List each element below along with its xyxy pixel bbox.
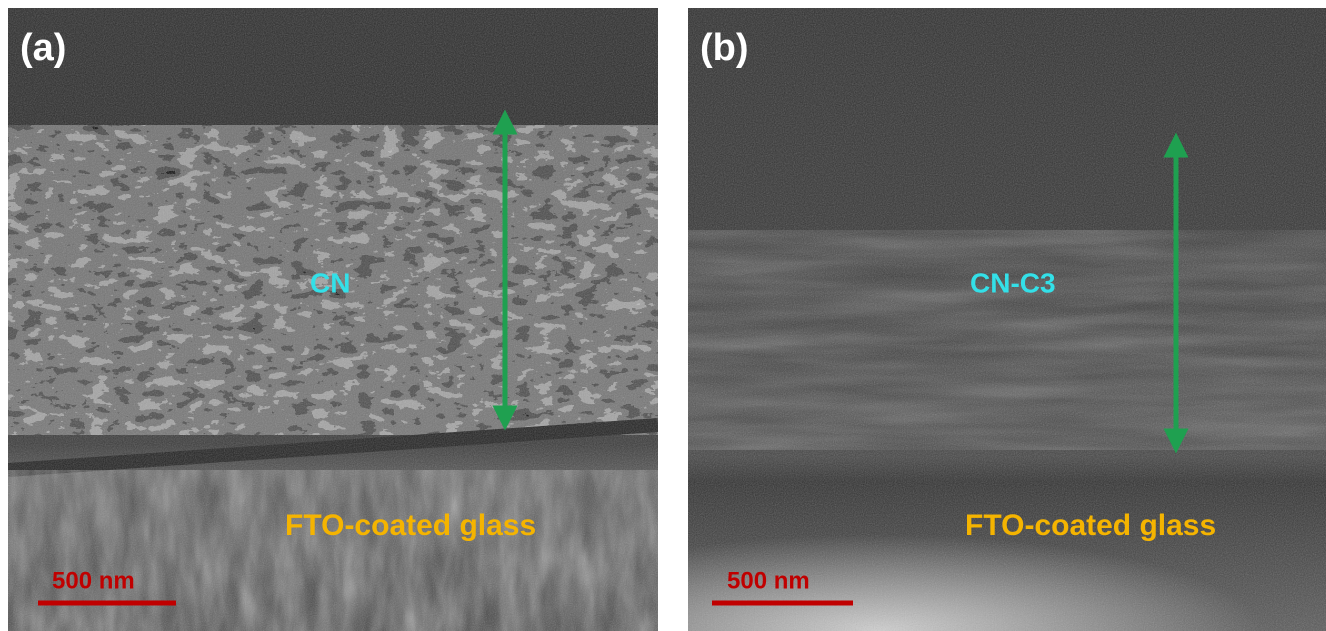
layer-label: CN xyxy=(310,267,350,298)
figure: (a) CN FTO-coated glass 500 nm (b) CN-C3… xyxy=(0,0,1326,631)
layer-label: CN-C3 xyxy=(970,267,1056,298)
substrate-label: FTO-coated glass xyxy=(965,509,1216,542)
panel-label: (b) xyxy=(700,27,749,69)
panel-label: (a) xyxy=(20,27,66,69)
scale-label: 500 nm xyxy=(727,567,810,594)
scale-label: 500 nm xyxy=(52,567,135,594)
substrate-label: FTO-coated glass xyxy=(285,509,536,542)
